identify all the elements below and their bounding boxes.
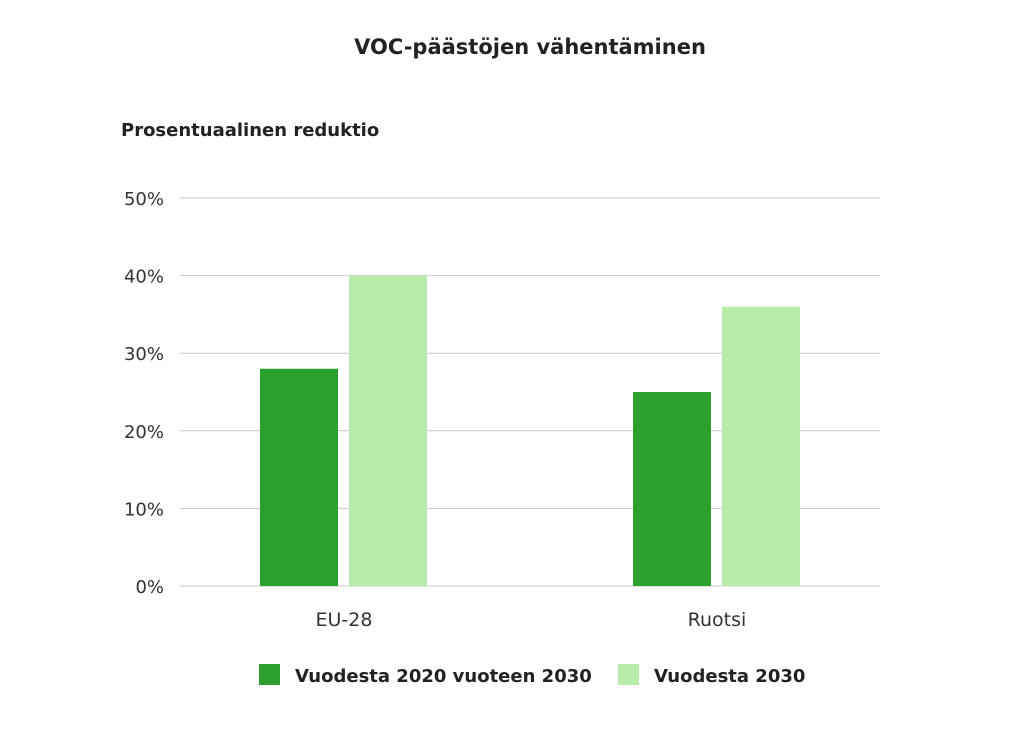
x-category-label: EU-28 [316,609,373,631]
y-tick-label: 30% [124,344,164,365]
bar-ruotsi-series-1 [633,392,711,586]
y-axis-label: Prosentuaalinen reduktio [121,120,379,141]
chart-title: VOC-päästöjen vähentäminen [354,35,706,59]
x-category-label: Ruotsi [688,609,747,631]
bar-ruotsi-series-2 [722,306,800,586]
category-labels: EU-28 Ruotsi [316,609,747,631]
y-tick-label: 10% [124,499,164,520]
legend-swatch-1 [259,664,280,685]
y-tick-label: 0% [135,577,164,598]
bar-eu-28-series-1 [260,368,338,586]
y-tick-labels: 0% 10% 20% 30% 40% 50% [124,189,164,598]
y-tick-label: 50% [124,189,164,210]
legend-label-2: Vuodesta 2030 [654,666,805,687]
legend-label-1: Vuodesta 2020 vuoteen 2030 [295,666,592,687]
bar-eu-28-series-2 [349,275,427,586]
legend: Vuodesta 2020 vuoteen 2030 Vuodesta 2030 [259,664,805,687]
y-tick-label: 20% [124,422,164,443]
bars [260,275,800,586]
y-tick-label: 40% [124,267,164,288]
legend-swatch-2 [618,664,639,685]
